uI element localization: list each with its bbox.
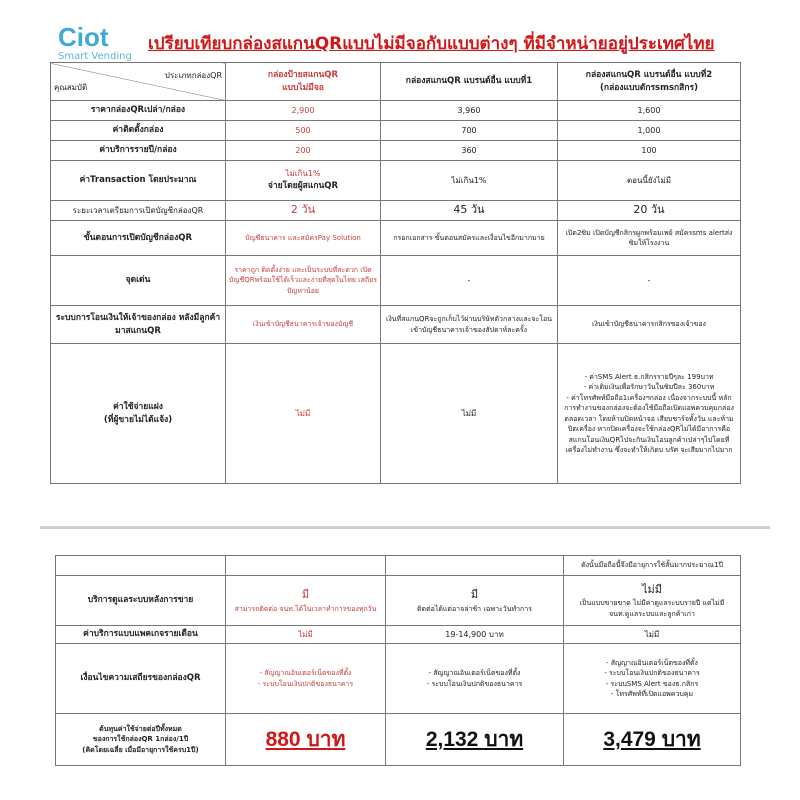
corner-cell: ประเภทกล่องQR คุณสมบัติ (50, 62, 226, 101)
cell: 1,600 (557, 100, 741, 121)
cell (385, 555, 564, 576)
row-label: ราคากล่องQRเปล่า/กล่อง (50, 100, 226, 121)
cell: - สัญญาณอินเตอร์เน็ตของที่ตั้ง - ระบบโอนเ… (225, 643, 386, 714)
hidden-costs-list: - ค่าSMS Alert ธ.กสิกรรายปีๆละ 199บาท - … (557, 343, 741, 484)
table-row: ราคากล่องQRเปล่า/กล่อง 2,900 3,960 1,600 (50, 100, 741, 121)
section-divider (40, 526, 770, 529)
cell: ไม่เกิน1% จ่ายโดยผู้สแกนQR (225, 160, 381, 201)
cell: ไม่มี (225, 343, 381, 484)
logo: Ciot Smart Vending (58, 22, 132, 62)
cell: 45 วัน (380, 200, 558, 221)
header-row: ประเภทกล่องQR คุณสมบัติ กล่องป้ายสแกนQR แ… (50, 62, 741, 101)
cell (225, 555, 386, 576)
page-title: เปรียบเทียบกล่องสแกนQRแบบไม่มีจอกับแบบต่… (148, 34, 715, 54)
cell: เงินที่สแกนQRจะถูกเก็บไว้ผ่านบริษัทตัวกล… (380, 305, 558, 344)
column-header-brand1: กล่องสแกนQR แบรนด์อื่น แบบที่1 (380, 62, 558, 101)
cell: ไม่มี เป็นแบบขายขาด ไม่มีค่าดูแลระบบรายปี… (563, 575, 741, 626)
cell: มี สามารถติดต่อ จนท.ได้ในเวลาทำการของทุกว… (225, 575, 386, 626)
cell: - สัญญาณอินเตอร์เน็ตของที่ตั้ง - ระบบโอนเ… (385, 643, 564, 714)
row-label: เงื่อนไขความเสถียรของกล่องQR (55, 643, 226, 714)
cell: 1,000 (557, 120, 741, 141)
cell (55, 555, 226, 576)
cell: 3,960 (380, 100, 558, 121)
cell: ไม่มี (380, 343, 558, 484)
cell: 19-14,900 บาท (385, 625, 564, 644)
corner-top-label: ประเภทกล่องQR (164, 70, 222, 80)
comparison-table-2: ดังนั้นมือถือนี้จึงมีอายุการใช้สั้นมากปร… (55, 555, 741, 766)
corner-bottom-label: คุณสมบัติ (54, 82, 88, 92)
row-label: ค่าติดตั้งกล่อง (50, 120, 226, 141)
table-row: ค่าติดตั้งกล่อง 500 700 1,000 (50, 120, 741, 141)
cell: ไม่มี (563, 625, 741, 644)
cell: - (380, 255, 558, 306)
row-label: ค่าTransaction โดยประมาณ (50, 160, 226, 201)
row-label: ต้นทุนค่าใช้จ่ายต่อปีทั้งหมด ของการใช้กล่… (55, 713, 226, 766)
row-label: ค่าบริการแบบแพคเกจรายเดือน (55, 625, 226, 644)
top-note: ดังนั้นมือถือนี้จึงมีอายุการใช้สั้นมากปร… (563, 555, 741, 576)
table-row: ต้นทุนค่าใช้จ่ายต่อปีทั้งหมด ของการใช้กล่… (55, 713, 741, 766)
table-row: ค่าบริการรายปี/กล่อง 200 360 100 (50, 140, 741, 161)
cell: เงินเข้าบัญชีธนาคารเจ้าของบัญชี (225, 305, 381, 344)
cell: มี ติดต่อได้แต่อาจล่าช้า เฉพาะวันทำการ (385, 575, 564, 626)
row-label: ระยะเวลาเตรียมการเปิดบัญชีกล่องQR (50, 200, 226, 221)
row-label: บริการดูแลระบบหลังการขาย (55, 575, 226, 626)
row-label: จุดเด่น (50, 255, 226, 306)
total-cost-brand2: 3,479 บาท (563, 713, 741, 766)
cell: 200 (225, 140, 381, 161)
cell: ราคาถูก ติดตั้งง่าย และเป็นระบบที่สะดวก … (225, 255, 381, 306)
table-row: จุดเด่น ราคาถูก ติดตั้งง่าย และเป็นระบบท… (50, 255, 741, 306)
cell: 20 วัน (557, 200, 741, 221)
cell: - (557, 255, 741, 306)
cell: ไม่มี (225, 625, 386, 644)
row-label: ค่าใช้จ่ายแฝง (ที่ผู้ขายไม่ได้แจ้ง) (50, 343, 226, 484)
cell: 360 (380, 140, 558, 161)
cell: บัญชีธนาคาร และสมัครPay Solution (225, 220, 381, 256)
cell: กรอกเอกสาร ขั้นตอนสมัครและเงื่อนไขอีกมาก… (380, 220, 558, 256)
row-label: ค่าบริการรายปี/กล่อง (50, 140, 226, 161)
cell: 500 (225, 120, 381, 141)
table-row: ระบบการโอนเงินให้เจ้าของกล่อง หลังมีลูกค… (50, 305, 741, 344)
cell: 2 วัน (225, 200, 381, 221)
cell: ไม่เกิน1% (380, 160, 558, 201)
table-row: บริการดูแลระบบหลังการขาย มี สามารถติดต่อ … (55, 575, 741, 626)
total-cost-brand1: 2,132 บาท (385, 713, 564, 766)
table-row: ค่าTransaction โดยประมาณ ไม่เกิน1% จ่ายโด… (50, 160, 741, 201)
column-header-brand2: กล่องสแกนQR แบรนด์อื่น แบบที่2 (กล่องแบบต… (557, 62, 741, 101)
logo-name: Ciot (58, 22, 109, 52)
table-row: ขั้นตอนการเปิดบัญชีกล่องQR บัญชีธนาคาร แ… (50, 220, 741, 256)
table-row: ค่าใช้จ่ายแฝง (ที่ผู้ขายไม่ได้แจ้ง) ไม่มี… (50, 343, 741, 484)
cell: - สัญญาณอินเตอร์เน็ตของที่ตั้ง - ระบบโอนเ… (563, 643, 741, 714)
row-label: ระบบการโอนเงินให้เจ้าของกล่อง หลังมีลูกค… (50, 305, 226, 344)
cell: ตอนนี้ยังไม่มี (557, 160, 741, 201)
cell: เงินเข้าบัญชีธนาคารกสิกรของเจ้าของ (557, 305, 741, 344)
comparison-table-1: ประเภทกล่องQR คุณสมบัติ กล่องป้ายสแกนQR แ… (50, 62, 741, 484)
logo-tagline: Smart Vending (58, 51, 132, 62)
table-row: ระยะเวลาเตรียมการเปิดบัญชีกล่องQR 2 วัน … (50, 200, 741, 221)
table-row: ดังนั้นมือถือนี้จึงมีอายุการใช้สั้นมากปร… (55, 555, 741, 576)
table-row: ค่าบริการแบบแพคเกจรายเดือน ไม่มี 19-14,9… (55, 625, 741, 644)
cell: 2,900 (225, 100, 381, 121)
cell: เปิด2ซิม เปิดบัญชีกสิกรผูกพร้อมเพย์ สมัค… (557, 220, 741, 256)
cell: 700 (380, 120, 558, 141)
cell: 100 (557, 140, 741, 161)
column-header-no-screen: กล่องป้ายสแกนQR แบบไม่มีจอ (225, 62, 381, 101)
table-row: เงื่อนไขความเสถียรของกล่องQR - สัญญาณอิน… (55, 643, 741, 714)
row-label: ขั้นตอนการเปิดบัญชีกล่องQR (50, 220, 226, 256)
total-cost-no-screen: 880 บาท (225, 713, 386, 766)
